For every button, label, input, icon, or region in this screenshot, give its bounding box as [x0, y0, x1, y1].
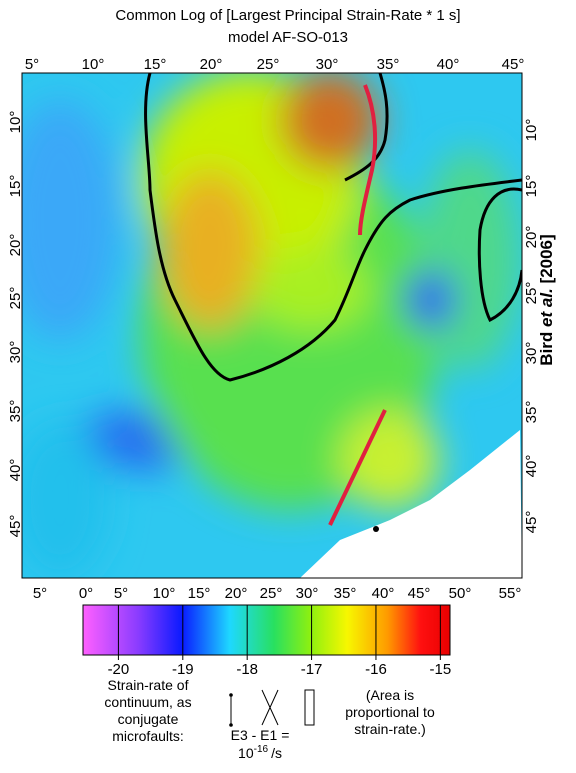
bottom-label: 20°: [225, 585, 248, 602]
legend-x: [261, 689, 279, 726]
legend-dot: [229, 723, 233, 727]
unit-exponent: -16: [254, 744, 269, 755]
bottom-label: 50°: [449, 585, 472, 602]
top-label: 40°: [437, 56, 460, 73]
legend-right-line: strain-rate.): [354, 721, 426, 737]
credit-year: [2006]: [537, 234, 556, 283]
legend-left-line: continuum, as: [104, 694, 191, 710]
bottom-label: 40°: [372, 585, 395, 602]
credit-etal: et al.: [537, 288, 556, 327]
top-label: 5°: [25, 56, 39, 73]
top-label: 10°: [82, 56, 105, 73]
colorbar-label: -19: [172, 661, 194, 678]
strain-field: [22, 73, 520, 578]
top-label: 15°: [144, 56, 167, 73]
legend-left-line: microfaults:: [112, 728, 184, 744]
bottom-label: 15°: [188, 585, 211, 602]
credit-name: Bird: [537, 332, 556, 366]
bottom-label: 0°: [79, 585, 93, 602]
right-label: 15°: [523, 175, 540, 198]
title: Common Log of [Largest Principal Strain-…: [115, 7, 460, 24]
credit: Bird et al. [2006]: [537, 234, 556, 365]
colorbar-label: -18: [236, 661, 258, 678]
bottom-label: 35°: [334, 585, 357, 602]
left-label: 15°: [7, 175, 24, 198]
madagascar-coast: [477, 187, 522, 323]
top-label: 25°: [257, 56, 280, 73]
map-frame: [21, 72, 523, 579]
right-label: 45°: [523, 511, 540, 534]
right-label: 25°: [523, 282, 540, 305]
unit-value: 10-16/s: [238, 744, 282, 761]
coastline: [144, 73, 522, 382]
legend-left-line: Strain-rate of: [108, 677, 189, 693]
unit-base: 10: [238, 745, 254, 761]
left-label: 35°: [7, 400, 24, 423]
left-label: 45°: [7, 515, 24, 538]
unit-line: E3 - E1 =: [231, 727, 290, 743]
colorbar: [82, 604, 451, 656]
bottom-label: 10°: [153, 585, 176, 602]
unit-suffix: /s: [271, 745, 282, 761]
legend-right-line: proportional to: [345, 704, 435, 720]
colorbar-label: -15: [429, 661, 451, 678]
no-data-area: [300, 430, 522, 578]
legend-rect: [304, 689, 315, 726]
left-label: 40°: [7, 459, 24, 482]
right-label: 20°: [523, 226, 540, 249]
subtitle: model AF-SO-013: [228, 29, 348, 46]
bottom-label: 55°: [499, 585, 522, 602]
right-label: 40°: [523, 455, 540, 478]
top-label: 30°: [316, 56, 339, 73]
bottom-label: 25°: [260, 585, 283, 602]
colorbar-label: -20: [108, 661, 130, 678]
legend-dot: [229, 693, 233, 697]
top-label: 45°: [502, 56, 525, 73]
legend-symbols: [229, 689, 315, 727]
ridge: [328, 409, 387, 526]
right-label: 35°: [523, 401, 540, 424]
bottom-label: 5°: [33, 585, 47, 602]
top-label: 20°: [200, 56, 223, 73]
colorbar-label: -17: [301, 661, 323, 678]
left-label: 10°: [7, 111, 24, 134]
left-label: 20°: [7, 234, 24, 257]
right-label: 30°: [523, 342, 540, 365]
bottom-label: 30°: [296, 585, 319, 602]
bottom-label: 45°: [408, 585, 431, 602]
legend-right-line: (Area is: [366, 687, 414, 703]
bottom-label: 5°: [114, 585, 128, 602]
legend-left-line: conjugate: [118, 711, 179, 727]
top-label: 35°: [377, 56, 400, 73]
right-label: 10°: [523, 119, 540, 142]
plate-boundary: [358, 84, 378, 236]
map: [22, 73, 522, 578]
marker: [373, 526, 379, 532]
left-label: 25°: [7, 287, 24, 310]
left-label: 30°: [7, 341, 24, 364]
colorbar-label: -16: [365, 661, 387, 678]
